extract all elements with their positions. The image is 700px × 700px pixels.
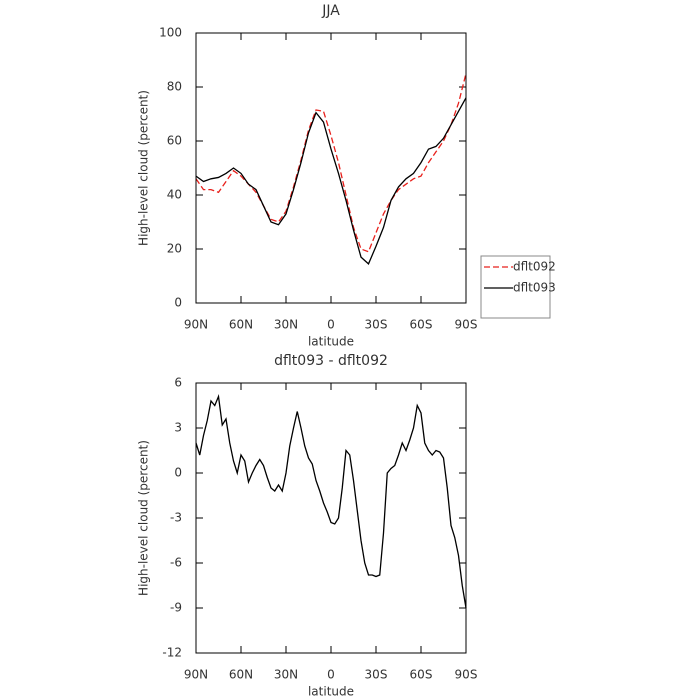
y-tick-label: 3 [174, 421, 182, 435]
data-line [195, 97, 467, 265]
data-line [195, 73, 467, 253]
y-tick-label: 0 [174, 296, 182, 310]
x-tick-label: 0 [327, 318, 335, 332]
y-tick-label: 40 [167, 188, 182, 202]
legend-label: dflt093 [513, 281, 556, 295]
subplot: JJA latitude High-level cloud (percent) 0 20… [137, 3, 556, 349]
x-tick-label: 90N [184, 668, 208, 682]
y-tick-label: 80 [167, 80, 182, 94]
x-tick-label: 90N [184, 318, 208, 332]
x-axis-label: latitude [308, 335, 354, 349]
legend-label: dflt092 [513, 260, 556, 274]
chart-title: JJA [321, 3, 340, 19]
y-tick-label: 60 [167, 134, 182, 148]
x-tick-label: 90S [455, 318, 478, 332]
y-axis-label: High-level cloud (percent) [137, 90, 151, 246]
data-line [195, 394, 467, 609]
y-tick-label: -6 [170, 556, 182, 570]
x-tick-label: 30S [365, 668, 388, 682]
x-tick-label: 30S [365, 318, 388, 332]
y-tick-label: -3 [170, 511, 182, 525]
y-tick-label: 20 [167, 242, 182, 256]
x-tick-label: 30N [274, 318, 298, 332]
y-tick-label: 100 [159, 26, 182, 40]
x-tick-label: 90S [455, 668, 478, 682]
plot-frame [195, 382, 467, 654]
subplot: dflt093 - dflt092 latitude High-level clou… [137, 353, 478, 699]
x-axis-label: latitude [308, 685, 354, 699]
plot-frame [195, 32, 467, 304]
y-tick-label: 0 [174, 466, 182, 480]
x-tick-label: 60N [229, 668, 253, 682]
x-tick-label: 60S [410, 668, 433, 682]
y-tick-label: -9 [170, 601, 182, 615]
legend-box [480, 255, 551, 319]
y-tick-label: -12 [162, 646, 182, 660]
x-tick-label: 60N [229, 318, 253, 332]
y-tick-label: 6 [174, 376, 182, 390]
x-tick-label: 30N [274, 668, 298, 682]
x-tick-label: 60S [410, 318, 433, 332]
y-axis-label: High-level cloud (percent) [137, 440, 151, 596]
chart-title: dflt093 - dflt092 [274, 353, 388, 369]
x-tick-label: 0 [327, 668, 335, 682]
